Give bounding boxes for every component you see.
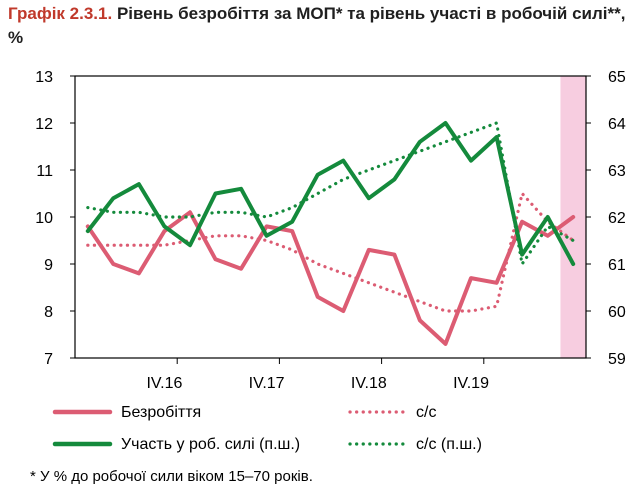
legend-label-2: Участь у роб. силі (п.ш.) — [121, 436, 300, 453]
y-left-tick-label: 7 — [44, 351, 53, 368]
chart-title: Графік 2.3.1. Рівень безробіття за МОП* … — [8, 2, 628, 50]
y-right-tick-label: 64 — [608, 116, 626, 133]
legend-label-3: с/с (п.ш.) — [416, 436, 482, 453]
series-line-1 — [86, 191, 575, 313]
x-tick-label: IV.19 — [453, 375, 489, 392]
series-line-0 — [85, 210, 576, 346]
x-tick-label: IV.16 — [146, 375, 182, 392]
x-tick-label: IV.18 — [351, 375, 387, 392]
chart-number: Графік 2.3.1. — [8, 4, 113, 23]
y-right-tick-label: 65 — [608, 69, 626, 86]
plot-frame — [74, 75, 587, 359]
y-left-tick-label: 9 — [44, 257, 53, 274]
x-tick-label: IV.17 — [249, 375, 285, 392]
y-left-tick-label: 13 — [35, 69, 53, 86]
y-left-tick-label: 10 — [35, 210, 53, 227]
y-right-tick-label: 60 — [608, 304, 626, 321]
y-left-tick-label: 8 — [44, 304, 53, 321]
legend-label-1: с/с — [416, 404, 436, 421]
chart-title-text: Рівень безробіття за МОП* та рівень учас… — [8, 4, 626, 47]
y-left-tick-label: 12 — [35, 116, 53, 133]
footnote: * У % до робочої сили віком 15–70 років. — [30, 468, 313, 485]
y-right-tick-label: 62 — [608, 210, 626, 227]
y-right-tick-label: 63 — [608, 163, 626, 180]
legend-label-0: Безробіття — [121, 404, 201, 421]
y-right-tick-label: 61 — [608, 257, 626, 274]
y-left-tick-label: 11 — [36, 163, 53, 180]
series-line-2 — [85, 121, 576, 266]
series-line-3 — [86, 121, 575, 266]
y-right-tick-label: 59 — [608, 351, 626, 368]
